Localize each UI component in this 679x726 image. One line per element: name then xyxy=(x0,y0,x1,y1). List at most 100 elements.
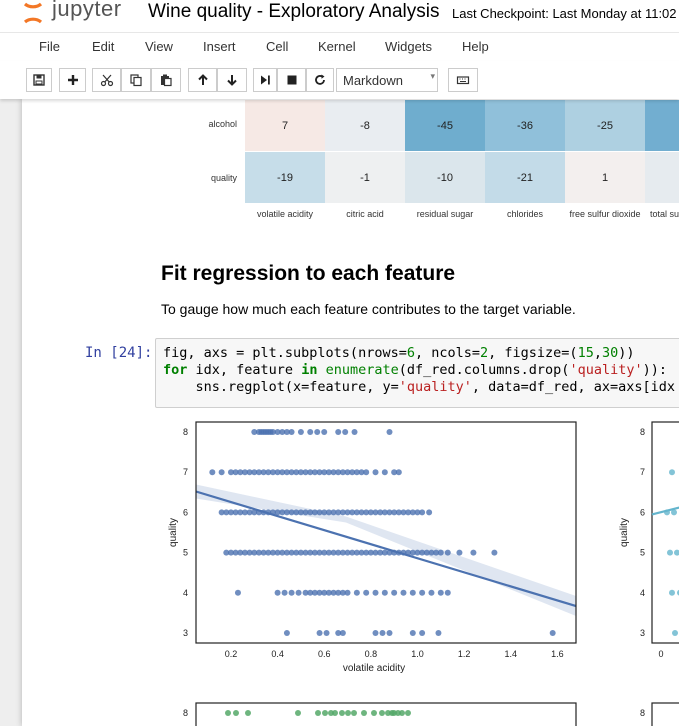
data-point xyxy=(246,469,253,476)
data-point xyxy=(241,509,248,516)
data-point xyxy=(288,469,295,476)
data-point xyxy=(251,469,258,476)
run-button[interactable] xyxy=(253,68,277,92)
data-point xyxy=(218,509,225,516)
data-point xyxy=(409,509,416,516)
jupyter-logo-text[interactable]: jupyter xyxy=(52,0,122,21)
data-point xyxy=(345,710,351,716)
markdown-heading: Fit regression to each feature xyxy=(161,262,456,285)
data-point xyxy=(297,509,304,516)
menu-insert[interactable]: Insert xyxy=(203,39,236,54)
save-button[interactable] xyxy=(26,68,52,92)
notebook-header: jupyter Wine quality - Exploratory Analy… xyxy=(0,0,679,32)
data-point xyxy=(400,509,407,516)
menu-widgets[interactable]: Widgets xyxy=(385,39,432,54)
y-axis-label: quality xyxy=(619,518,630,547)
data-point xyxy=(437,589,444,596)
data-point xyxy=(358,549,365,556)
data-point xyxy=(237,509,244,516)
data-point xyxy=(367,549,374,556)
menu-edit[interactable]: Edit xyxy=(92,39,115,54)
menu-view[interactable]: View xyxy=(145,39,173,54)
interrupt-button[interactable] xyxy=(277,68,306,92)
notebook-title[interactable]: Wine quality - Exploratory Analysis xyxy=(148,1,440,22)
data-point xyxy=(315,710,321,716)
data-point xyxy=(274,549,281,556)
data-point xyxy=(335,469,342,476)
data-point xyxy=(218,469,225,476)
code-editor[interactable]: fig, axs = plt.subplots(nrows=6, ncols=2… xyxy=(155,338,679,408)
x-tick-label: 1.2 xyxy=(458,649,471,659)
plus-icon xyxy=(67,75,78,85)
data-point xyxy=(358,469,365,476)
data-point xyxy=(269,429,276,436)
code-line: sns.regplot(x=feature, y='quality', data… xyxy=(163,379,679,395)
data-point xyxy=(428,549,435,556)
data-point xyxy=(395,509,402,516)
y-tick-label: 4 xyxy=(640,588,645,598)
jupyter-logo-icon[interactable] xyxy=(20,0,46,26)
heatmap-col-label: volatile acidity xyxy=(256,209,314,219)
data-point xyxy=(330,469,337,476)
data-point xyxy=(426,509,433,516)
data-point xyxy=(379,629,386,636)
data-point xyxy=(409,589,416,596)
heatmap-cell xyxy=(645,152,679,203)
heatmap-col-label: total su xyxy=(650,209,679,219)
data-point xyxy=(232,509,239,516)
restart-button[interactable] xyxy=(306,68,334,92)
data-point xyxy=(456,549,463,556)
data-point xyxy=(423,549,430,556)
data-point xyxy=(274,589,281,596)
data-point xyxy=(295,589,302,596)
data-point xyxy=(269,469,276,476)
data-point xyxy=(353,469,360,476)
data-point xyxy=(233,710,239,716)
data-point xyxy=(671,509,677,516)
data-point xyxy=(409,629,416,636)
data-point xyxy=(302,549,309,556)
cut-button[interactable] xyxy=(92,68,121,92)
move-up-button[interactable] xyxy=(188,68,217,92)
data-point xyxy=(491,549,498,556)
data-point xyxy=(437,549,444,556)
plot-background xyxy=(196,422,576,643)
menu-help[interactable]: Help xyxy=(462,39,489,54)
data-point xyxy=(314,429,321,436)
copy-button[interactable] xyxy=(121,68,151,92)
data-point xyxy=(358,509,365,516)
y-tick-label: 8 xyxy=(183,708,188,718)
data-point xyxy=(325,469,332,476)
data-point xyxy=(342,429,349,436)
menu-file[interactable]: File xyxy=(39,39,60,54)
command-palette-button[interactable] xyxy=(448,68,478,92)
data-point xyxy=(363,469,370,476)
move-down-button[interactable] xyxy=(217,68,247,92)
data-point xyxy=(405,710,411,716)
heatmap-cell: 1 xyxy=(565,152,645,203)
regression-line xyxy=(651,506,679,516)
menu-cell[interactable]: Cell xyxy=(266,39,289,54)
data-point xyxy=(372,549,379,556)
data-point xyxy=(325,589,332,596)
menu-kernel[interactable]: Kernel xyxy=(318,39,356,54)
y-tick-label: 7 xyxy=(640,467,645,477)
paste-button[interactable] xyxy=(151,68,181,92)
data-point xyxy=(395,469,402,476)
data-point xyxy=(316,589,323,596)
restart-icon xyxy=(315,74,325,85)
data-point xyxy=(353,589,360,596)
data-point xyxy=(335,629,342,636)
data-point xyxy=(241,549,248,556)
code-line: fig, axs = plt.subplots(nrows=6, ncols=2… xyxy=(163,345,635,361)
heatmap-col-label: chlorides xyxy=(506,209,544,219)
data-point xyxy=(307,429,314,436)
toolbar: Markdown ▾ xyxy=(0,61,679,99)
y-tick-label: 6 xyxy=(183,507,188,517)
data-point xyxy=(232,549,239,556)
data-point xyxy=(381,549,388,556)
insert-cell-button[interactable] xyxy=(59,68,86,92)
cell-type-select[interactable]: Markdown ▾ xyxy=(336,68,438,92)
chevron-down-icon: ▾ xyxy=(430,71,435,81)
data-point xyxy=(351,429,358,436)
